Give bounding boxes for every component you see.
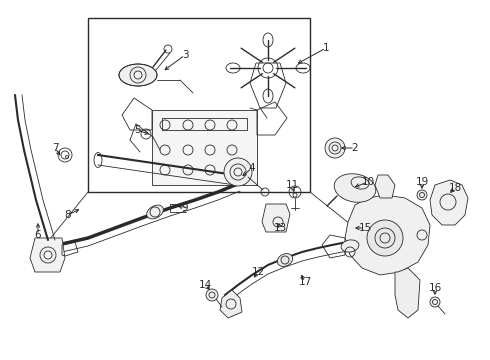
Polygon shape	[375, 175, 395, 198]
Text: 15: 15	[358, 223, 371, 233]
Ellipse shape	[119, 64, 157, 86]
Text: 1: 1	[323, 43, 329, 53]
Bar	[162, 118, 247, 130]
Text: 9: 9	[182, 203, 188, 213]
Text: 11: 11	[285, 180, 298, 190]
Polygon shape	[345, 195, 430, 275]
Text: 7: 7	[51, 143, 58, 153]
Polygon shape	[395, 268, 420, 318]
Ellipse shape	[341, 240, 359, 252]
Circle shape	[224, 158, 252, 186]
Text: 10: 10	[362, 177, 374, 187]
Polygon shape	[30, 238, 65, 272]
Polygon shape	[220, 290, 242, 318]
Ellipse shape	[277, 253, 293, 266]
Text: 2: 2	[352, 143, 358, 153]
Circle shape	[367, 220, 403, 256]
Ellipse shape	[147, 205, 163, 219]
Text: 12: 12	[251, 267, 265, 277]
Text: 5: 5	[134, 125, 140, 135]
Circle shape	[430, 297, 440, 307]
Circle shape	[206, 289, 218, 301]
Text: 14: 14	[198, 280, 212, 290]
Polygon shape	[430, 180, 468, 225]
Text: 17: 17	[298, 277, 312, 287]
Text: 16: 16	[428, 283, 441, 293]
Text: 18: 18	[448, 183, 462, 193]
Polygon shape	[262, 204, 290, 232]
Ellipse shape	[334, 174, 376, 202]
Text: 19: 19	[416, 177, 429, 187]
Circle shape	[417, 190, 427, 200]
Text: 4: 4	[249, 163, 255, 173]
Circle shape	[325, 138, 345, 158]
Text: 3: 3	[182, 50, 188, 60]
Bar	[88, 18, 310, 192]
Text: 13: 13	[273, 223, 287, 233]
Text: 8: 8	[65, 210, 72, 220]
Bar	[152, 110, 257, 185]
Text: 6: 6	[35, 230, 41, 240]
